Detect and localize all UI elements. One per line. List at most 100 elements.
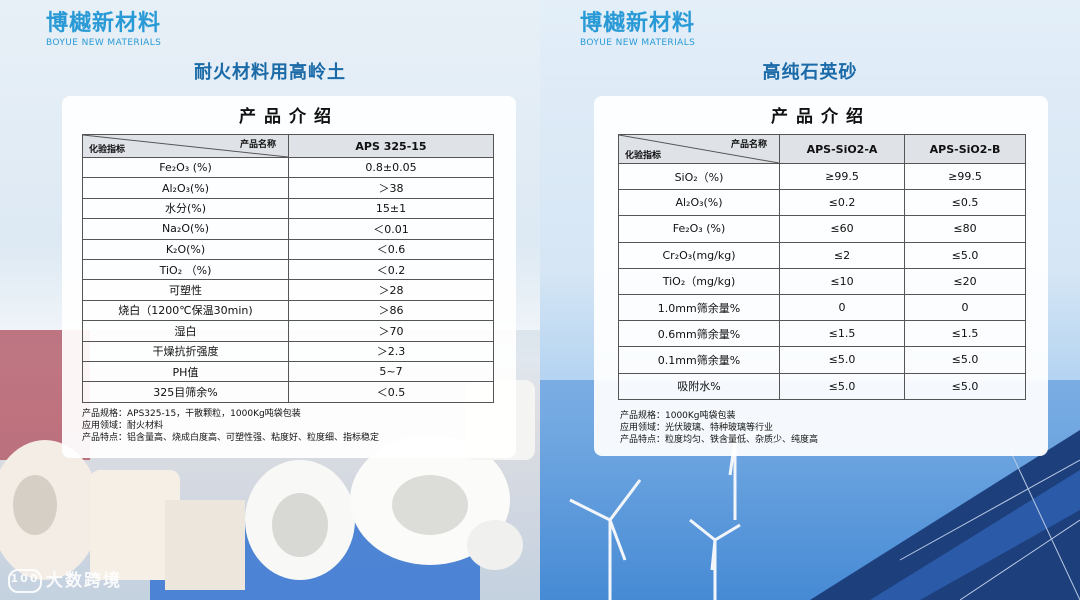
row-value: ≤1.5 — [779, 320, 905, 348]
row-label: 干燥抗折强度 — [82, 340, 289, 362]
row-value: ≥99.5 — [779, 162, 905, 191]
row-label: 0.6mm筛余量% — [618, 320, 780, 348]
brand-logo: 博樾新材料 BOYUE NEW MATERIALS — [580, 11, 696, 49]
table-row: Al₂O₃(%) ≤0.2 ≤0.5 — [618, 189, 1026, 217]
spec-table: 产品名称 化验指标 APS 325-15 Fe₂O₃ (%) 0.8±0.05 Al… — [82, 134, 494, 403]
row-value: ＜0.5 — [288, 381, 494, 403]
row-value: ≤10 — [779, 267, 905, 295]
row-label: PH值 — [82, 360, 289, 383]
note-spec: 产品规格：APS325-15，干散颗粒，1000Kg吨袋包装 — [82, 409, 301, 419]
diagonal-line-icon — [619, 135, 779, 163]
row-label: 0.1mm筛余量% — [618, 346, 780, 374]
table-row: Cr₂O₃(mg/kg) ≤2 ≤5.0 — [618, 241, 1026, 269]
table-row: TiO₂ （%) ＜0.2 — [82, 258, 494, 281]
table-body: Fe₂O₃ (%) 0.8±0.05 Al₂O₃(%) ＞38 水分(%) 15±1 Na₂… — [82, 156, 494, 403]
table-header-row: 产品名称 化验指标 APS-SiO2-A APS-SiO2-B — [618, 134, 1026, 164]
brand-logo: 博樾新材料 BOYUE NEW MATERIALS — [46, 11, 162, 49]
corner-top-label: 产品名称 — [239, 140, 276, 150]
right-panel: 博樾新材料 BOYUE NEW MATERIALS 高纯石英砂 产品介绍 产品名… — [540, 0, 1080, 600]
row-value: ≤5.0 — [904, 372, 1026, 400]
table-body: SiO₂（%) ≥99.5 ≥99.5 Al₂O₃(%) ≤0.2 ≤0.5 Fe₂O₃ (… — [618, 162, 1026, 400]
diagonal-line-icon — [83, 135, 288, 157]
table-row: Fe₂O₃ (%) 0.8±0.05 — [82, 156, 494, 179]
row-label: 烧白（1200℃保温30min) — [82, 299, 289, 322]
row-value: 0 — [779, 293, 905, 322]
product-title: 耐火材料用高岭土 — [194, 62, 346, 83]
row-value: 0.8±0.05 — [288, 156, 494, 179]
table-row: Fe₂O₃ (%) ≤60 ≤80 — [618, 215, 1026, 243]
product-title: 高纯石英砂 — [762, 62, 858, 83]
table-row: 湿白 ＞70 — [82, 320, 494, 342]
card-title: 产品介绍 — [239, 107, 339, 127]
column-header: APS-SiO2-A — [779, 134, 905, 164]
note-features: 产品特点：铝含量高、烧成白度高、可塑性强、粘度好、粒度细、指标稳定 — [82, 433, 380, 443]
table-row: 可塑性 ＞28 — [82, 279, 494, 301]
table-row: 吸附水% ≤5.0 ≤5.0 — [618, 372, 1026, 400]
row-label: Fe₂O₃ (%) — [618, 215, 780, 243]
row-value: ≤2 — [779, 241, 905, 269]
row-value: ＞70 — [288, 320, 494, 342]
row-value: 0 — [904, 293, 1026, 322]
brand-name-cn: 博樾新材料 — [46, 11, 162, 36]
brand-name-cn: 博樾新材料 — [580, 11, 696, 36]
table-row: 0.6mm筛余量% ≤1.5 ≤1.5 — [618, 320, 1026, 348]
table-row: Al₂O₃(%) ＞38 — [82, 177, 494, 199]
table-row: 0.1mm筛余量% ≤5.0 ≤5.0 — [618, 346, 1026, 374]
row-value: ＞2.3 — [288, 340, 494, 362]
table-row: 1.0mm筛余量% 0 0 — [618, 293, 1026, 322]
row-value: ＞86 — [288, 299, 494, 322]
row-label: 可塑性 — [82, 279, 289, 301]
row-value: ≤5.0 — [904, 241, 1026, 269]
row-value: ＞28 — [288, 279, 494, 301]
row-label: 1.0mm筛余量% — [618, 293, 780, 322]
watermark: 100 大数跨境 — [8, 566, 122, 593]
column-header: APS 325-15 — [288, 134, 494, 158]
spec-table: 产品名称 化验指标 APS-SiO2-A APS-SiO2-B SiO₂（%) ≥… — [618, 134, 1026, 400]
product-notes: 产品规格：1000Kg吨袋包装 应用领域：光伏玻璃、特种玻璃等行业 产品特点：粒… — [620, 410, 818, 446]
product-notes: 产品规格：APS325-15，干散颗粒，1000Kg吨袋包装 应用领域：耐火材料… — [82, 408, 379, 444]
table-row: 烧白（1200℃保温30min) ＞86 — [82, 299, 494, 322]
row-value: ≥99.5 — [904, 162, 1026, 191]
row-label: 湿白 — [82, 320, 289, 342]
row-value: ≤5.0 — [779, 346, 905, 374]
row-value: ≤20 — [904, 267, 1026, 295]
product-intro-card: 产品介绍 产品名称 化验指标 APS 325-15 Fe₂O₃ (%) 0.8±0… — [62, 96, 516, 458]
row-label: Fe₂O₃ (%) — [82, 156, 289, 179]
table-header-row: 产品名称 化验指标 APS 325-15 — [82, 134, 494, 158]
row-value: ＜0.6 — [288, 238, 494, 260]
row-label: Cr₂O₃(mg/kg) — [618, 241, 780, 269]
table-row: PH值 5~7 — [82, 360, 494, 383]
row-value: ＜0.01 — [288, 218, 494, 240]
row-label: SiO₂（%) — [618, 162, 780, 191]
row-label: 水分(%) — [82, 197, 289, 220]
corner-top-label: 产品名称 — [730, 140, 767, 150]
row-value: ≤5.0 — [779, 372, 905, 400]
corner-bottom-label: 化验指标 — [89, 145, 126, 155]
row-value: ≤60 — [779, 215, 905, 243]
card-title: 产品介绍 — [771, 107, 871, 127]
row-label: Al₂O₃(%) — [82, 177, 289, 199]
row-value: ≤1.5 — [904, 320, 1026, 348]
column-header: APS-SiO2-B — [904, 134, 1026, 164]
table-row: K₂O(%) ＜0.6 — [82, 238, 494, 260]
table-row: 325目筛余% ＜0.5 — [82, 381, 494, 403]
row-label: TiO₂（mg/kg) — [618, 267, 780, 295]
note-features: 产品特点：粒度均匀、铁含量低、杂质少、纯度高 — [620, 435, 819, 445]
watermark-logo-icon: 100 — [8, 569, 42, 593]
table-row: Na₂O(%) ＜0.01 — [82, 218, 494, 240]
row-label: Al₂O₃(%) — [618, 189, 780, 217]
row-value: 15±1 — [288, 197, 494, 220]
row-value: ＞38 — [288, 177, 494, 199]
row-value: ≤5.0 — [904, 346, 1026, 374]
row-label: K₂O(%) — [82, 238, 289, 260]
note-spec: 产品规格：1000Kg吨袋包装 — [620, 411, 736, 421]
corner-bottom-label: 化验指标 — [625, 151, 662, 161]
product-intro-card: 产品介绍 产品名称 化验指标 APS-SiO2-A APS-SiO2-B SiO… — [594, 96, 1048, 456]
brand-name-en: BOYUE NEW MATERIALS — [46, 38, 162, 48]
table-corner-cell: 产品名称 化验指标 — [82, 134, 289, 158]
row-label: 吸附水% — [618, 372, 780, 400]
row-label: 325目筛余% — [82, 381, 289, 403]
row-label: Na₂O(%) — [82, 218, 289, 240]
row-value: ≤80 — [904, 215, 1026, 243]
table-row: 水分(%) 15±1 — [82, 197, 494, 220]
